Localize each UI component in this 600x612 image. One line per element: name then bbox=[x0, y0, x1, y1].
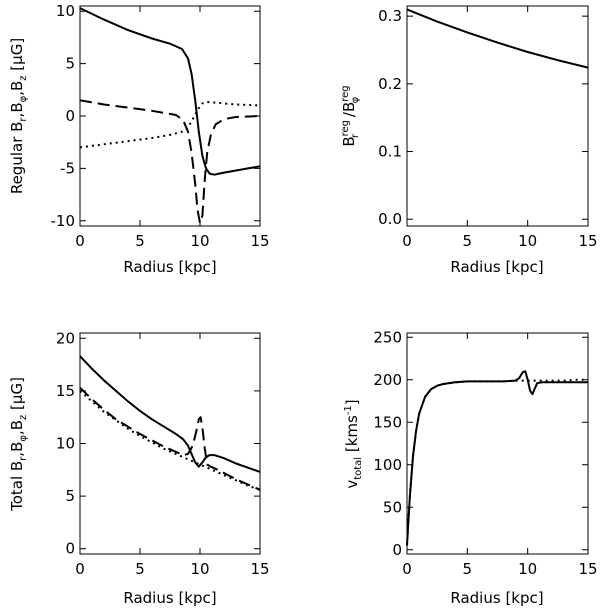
y-axis-label: Bregr /Bregφ bbox=[340, 85, 361, 146]
y-axis-label: Total Br,Bφ,Bz [μG] bbox=[8, 377, 29, 512]
y-axis-label: vtotal [kms-1] bbox=[343, 399, 364, 488]
y-tick-label: 10 bbox=[56, 435, 75, 453]
series-group bbox=[79, 7, 261, 224]
x-axis-label: Radius [kpc] bbox=[123, 589, 216, 607]
y-tick-label: 200 bbox=[373, 371, 402, 389]
series-line-B-phi bbox=[79, 7, 261, 176]
x-axis-label: Radius [kpc] bbox=[450, 258, 543, 276]
y-tick-label: 5 bbox=[65, 55, 75, 73]
x-tick-label: 15 bbox=[250, 232, 269, 250]
series-group bbox=[406, 8, 589, 69]
y-tick-label: 0 bbox=[65, 540, 75, 558]
series-line-total-z bbox=[79, 390, 261, 491]
plot-frame bbox=[79, 5, 261, 227]
series-group bbox=[406, 370, 588, 546]
plot-frame bbox=[406, 5, 589, 227]
x-tick-label: 0 bbox=[402, 560, 412, 578]
panel-total-fields: 0 5 10 15 0 5 10 15 20 Radius [kpc] Total Br,Bφ,… bbox=[8, 329, 270, 607]
plot-frame bbox=[79, 332, 261, 555]
x-tick-label: 0 bbox=[75, 560, 85, 578]
x-tick-label: 15 bbox=[578, 232, 597, 250]
series-group bbox=[79, 355, 261, 491]
x-tick-label: 15 bbox=[578, 560, 597, 578]
y-axis-label: Regular Br,Bφ,Bz [μG] bbox=[8, 38, 29, 194]
series-line-B-z bbox=[79, 100, 261, 149]
y-tick-label: 15 bbox=[56, 382, 75, 400]
series-line-ratio bbox=[406, 8, 589, 69]
x-tick-label: 5 bbox=[135, 560, 145, 578]
x-tick-label: 10 bbox=[518, 560, 537, 578]
tick-group: 0 5 10 15 0 5 10 15 20 bbox=[56, 329, 270, 578]
x-tick-label: 5 bbox=[135, 232, 145, 250]
y-tick-label: 150 bbox=[373, 413, 402, 431]
x-tick-label: 15 bbox=[250, 560, 269, 578]
y-tick-label: -5 bbox=[60, 159, 75, 177]
x-tick-label: 10 bbox=[190, 560, 209, 578]
x-tick-label: 0 bbox=[402, 232, 412, 250]
panel-regular-fields: 0 5 10 15 -10 -5 0 5 10 Radius [kpc] Regular Br,… bbox=[8, 2, 270, 276]
panel-pitch-ratio: 0 5 10 15 0.0 0.1 0.2 0.3 Radius [kpc] Bregr /B… bbox=[340, 5, 598, 276]
plot-frame bbox=[406, 332, 589, 555]
y-tick-label: 50 bbox=[383, 498, 402, 516]
y-tick-label: -10 bbox=[51, 212, 76, 230]
series-line-B-r bbox=[79, 99, 261, 224]
y-tick-label: 20 bbox=[56, 329, 75, 347]
x-tick-label: 5 bbox=[463, 232, 473, 250]
y-tick-label: 0.1 bbox=[378, 143, 402, 161]
x-tick-label: 0 bbox=[75, 232, 85, 250]
y-tick-label: 250 bbox=[373, 328, 402, 346]
x-tick-label: 10 bbox=[518, 232, 537, 250]
series-line-total-phi bbox=[79, 355, 261, 473]
y-tick-label: 10 bbox=[56, 2, 75, 20]
y-tick-label: 5 bbox=[65, 487, 75, 505]
x-axis-label: Radius [kpc] bbox=[450, 589, 543, 607]
y-tick-label: 0 bbox=[65, 107, 75, 125]
y-tick-label: 0 bbox=[392, 541, 402, 559]
series-line-total-r bbox=[79, 386, 261, 491]
series-line-v-total bbox=[406, 370, 588, 546]
y-tick-label: 100 bbox=[373, 456, 402, 474]
y-tick-label: 0.3 bbox=[378, 7, 402, 25]
y-tick-label: 0.2 bbox=[378, 75, 402, 93]
x-tick-label: 10 bbox=[190, 232, 209, 250]
tick-group: 0 5 10 15 -10 -5 0 5 10 bbox=[51, 2, 270, 250]
tick-group: 0 5 10 15 0.0 0.1 0.2 0.3 bbox=[378, 6, 598, 250]
y-tick-label: 0.0 bbox=[378, 210, 402, 228]
x-axis-label: Radius [kpc] bbox=[123, 258, 216, 276]
x-tick-label: 5 bbox=[463, 560, 473, 578]
series-line-v-model bbox=[406, 378, 588, 546]
